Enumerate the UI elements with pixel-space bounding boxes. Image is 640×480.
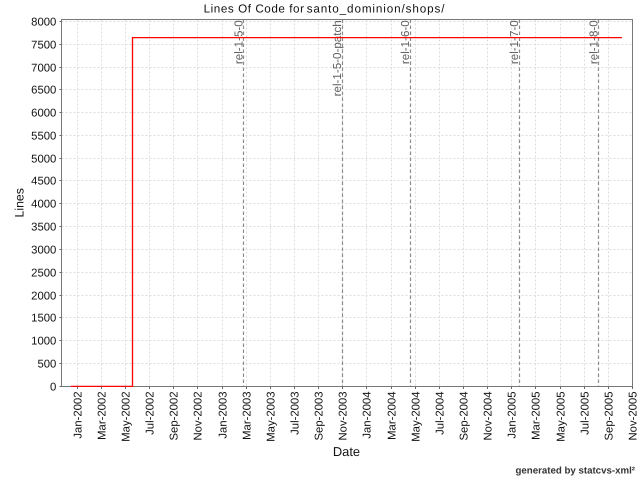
svg-text:5500: 5500 <box>31 131 56 143</box>
svg-text:Nov-2003: Nov-2003 <box>338 392 350 441</box>
svg-text:500: 500 <box>37 359 56 371</box>
svg-text:Jan-2005: Jan-2005 <box>507 392 519 439</box>
svg-text:1000: 1000 <box>31 336 56 348</box>
svg-text:Mar-2003: Mar-2003 <box>242 392 254 440</box>
svg-text:santo_dominion/shops/: santo_dominion/shops/ <box>307 2 446 15</box>
svg-text:Date: Date <box>333 444 360 459</box>
svg-text:7500: 7500 <box>31 40 56 52</box>
svg-text:Jul-2003: Jul-2003 <box>290 392 302 435</box>
svg-text:5000: 5000 <box>31 154 56 166</box>
svg-text:rel-1-5-0-patch: rel-1-5-0-patch <box>331 20 344 96</box>
svg-text:3500: 3500 <box>31 222 56 234</box>
svg-text:Jan-2002: Jan-2002 <box>73 392 85 439</box>
svg-text:rel-1-6-0: rel-1-6-0 <box>399 20 412 64</box>
svg-text:Jul-2002: Jul-2002 <box>145 392 157 435</box>
svg-text:Sep-2005: Sep-2005 <box>604 392 616 441</box>
svg-text:Jan-2004: Jan-2004 <box>362 392 374 439</box>
svg-text:Nov-2005: Nov-2005 <box>628 392 640 441</box>
svg-text:Jul-2005: Jul-2005 <box>580 392 592 435</box>
svg-text:rel-1-8-0: rel-1-8-0 <box>587 20 600 64</box>
svg-text:Sep-2003: Sep-2003 <box>314 392 326 441</box>
svg-text:Lines: Lines <box>13 188 27 217</box>
svg-text:Mar-2004: Mar-2004 <box>387 392 399 440</box>
svg-text:Sep-2002: Sep-2002 <box>169 392 181 441</box>
svg-text:4500: 4500 <box>31 176 56 188</box>
svg-text:rel-1-7-0: rel-1-7-0 <box>508 20 521 64</box>
svg-text:May-2005: May-2005 <box>556 392 568 442</box>
svg-text:0: 0 <box>50 382 56 394</box>
svg-text:6500: 6500 <box>31 85 56 97</box>
svg-text:2000: 2000 <box>31 291 56 303</box>
svg-text:May-2002: May-2002 <box>121 392 133 442</box>
svg-text:3000: 3000 <box>31 245 56 257</box>
svg-text:8000: 8000 <box>31 17 56 29</box>
svg-text:Nov-2002: Nov-2002 <box>193 392 205 441</box>
svg-text:4000: 4000 <box>31 199 56 211</box>
svg-text:Mar-2005: Mar-2005 <box>531 392 543 440</box>
svg-text:6000: 6000 <box>31 108 56 120</box>
svg-text:Jan-2003: Jan-2003 <box>218 392 230 439</box>
svg-text:7000: 7000 <box>31 63 56 75</box>
svg-text:generated by statcvs-xml²: generated by statcvs-xml² <box>515 465 635 476</box>
svg-text:Sep-2004: Sep-2004 <box>459 392 471 441</box>
svg-text:Mar-2002: Mar-2002 <box>97 392 109 440</box>
svg-text:Jul-2004: Jul-2004 <box>435 392 447 435</box>
svg-text:2500: 2500 <box>31 268 56 280</box>
svg-text:rel-1-5-0: rel-1-5-0 <box>232 20 245 64</box>
svg-text:Nov-2004: Nov-2004 <box>483 392 495 441</box>
svg-text:Lines Of Code for: Lines Of Code for <box>204 2 305 15</box>
svg-text:1500: 1500 <box>31 313 56 325</box>
svg-text:May-2003: May-2003 <box>266 392 278 442</box>
svg-text:May-2004: May-2004 <box>411 392 423 442</box>
